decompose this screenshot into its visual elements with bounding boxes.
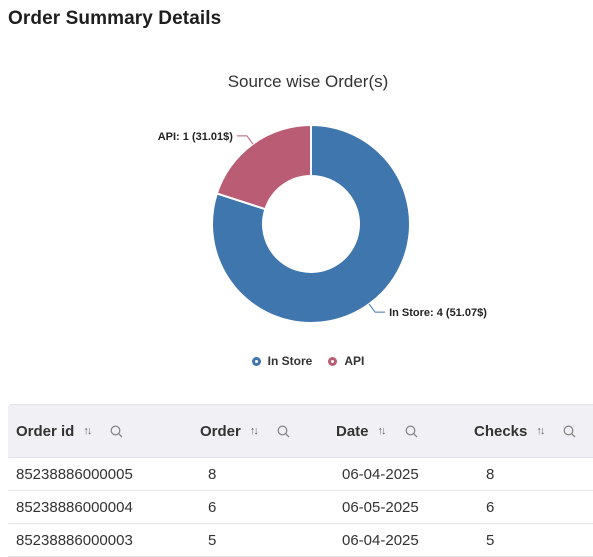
page-title: Order Summary Details bbox=[8, 8, 222, 29]
column-label: Order id bbox=[16, 422, 75, 440]
legend-item-in-store[interactable]: In Store bbox=[251, 354, 313, 368]
orders-table: Order id ↑↓ Order ↑↓ Date ↑↓ Checks ↑↓ 8… bbox=[8, 404, 593, 557]
order-id-cell: 85238886000004 bbox=[16, 498, 133, 516]
slice-label: In Store: 4 (51.07$) bbox=[389, 307, 487, 319]
order-cell: 5 bbox=[208, 531, 217, 549]
donut-chart: In Store: 4 (51.07$) API: 1 (31.01$) bbox=[158, 123, 487, 324]
search-icon[interactable] bbox=[110, 425, 123, 438]
slice-api[interactable] bbox=[215, 123, 312, 211]
sort-icon[interactable]: ↑↓ bbox=[249, 425, 259, 437]
checks-cell: 8 bbox=[486, 465, 495, 483]
column-label: Checks bbox=[474, 422, 528, 440]
column-label: Date bbox=[336, 422, 369, 440]
order-cell: 8 bbox=[208, 465, 217, 483]
sort-icon[interactable]: ↑↓ bbox=[377, 425, 387, 437]
column-header-order[interactable]: Order ↑↓ bbox=[192, 405, 332, 457]
sort-icon[interactable]: ↑↓ bbox=[536, 425, 545, 437]
legend-item-api[interactable]: API bbox=[328, 354, 364, 368]
api-swatch-icon bbox=[328, 356, 338, 366]
column-header-order-id[interactable]: Order id ↑↓ bbox=[8, 405, 192, 457]
table-row[interactable]: 85238886000005 8 06-04-2025 8 bbox=[8, 458, 593, 491]
slice-label: API: 1 (31.01$) bbox=[158, 131, 234, 143]
table-row[interactable]: 85238886000003 5 06-04-2025 5 bbox=[8, 524, 593, 557]
column-header-checks[interactable]: Checks ↑↓ bbox=[468, 405, 593, 457]
date-cell: 06-05-2025 bbox=[342, 498, 419, 516]
slice-in-store[interactable] bbox=[211, 123, 411, 324]
order-cell: 6 bbox=[208, 498, 217, 516]
column-label: Order bbox=[200, 422, 241, 440]
checks-cell: 5 bbox=[486, 531, 495, 549]
legend-label: API bbox=[344, 354, 365, 368]
label-leader-line bbox=[368, 303, 386, 313]
in-store-swatch-icon bbox=[251, 356, 261, 366]
column-header-date[interactable]: Date ↑↓ bbox=[332, 405, 468, 457]
legend-label: In Store bbox=[267, 354, 313, 368]
table-header: Order id ↑↓ Order ↑↓ Date ↑↓ Checks ↑↓ bbox=[8, 404, 593, 458]
label-leader-line bbox=[236, 135, 254, 145]
chart-legend: In Store API bbox=[0, 354, 593, 368]
date-cell: 06-04-2025 bbox=[342, 465, 419, 483]
order-id-cell: 85238886000005 bbox=[16, 465, 133, 483]
chart-title: Source wise Order(s) bbox=[227, 72, 389, 91]
checks-cell: 6 bbox=[486, 498, 495, 516]
search-icon[interactable] bbox=[277, 425, 290, 438]
date-cell: 06-04-2025 bbox=[342, 531, 419, 549]
search-icon[interactable] bbox=[405, 425, 418, 438]
search-icon[interactable] bbox=[563, 425, 576, 438]
sort-icon[interactable]: ↑↓ bbox=[83, 425, 92, 437]
order-id-cell: 85238886000003 bbox=[16, 531, 133, 549]
table-row[interactable]: 85238886000004 6 06-05-2025 6 bbox=[8, 491, 593, 524]
